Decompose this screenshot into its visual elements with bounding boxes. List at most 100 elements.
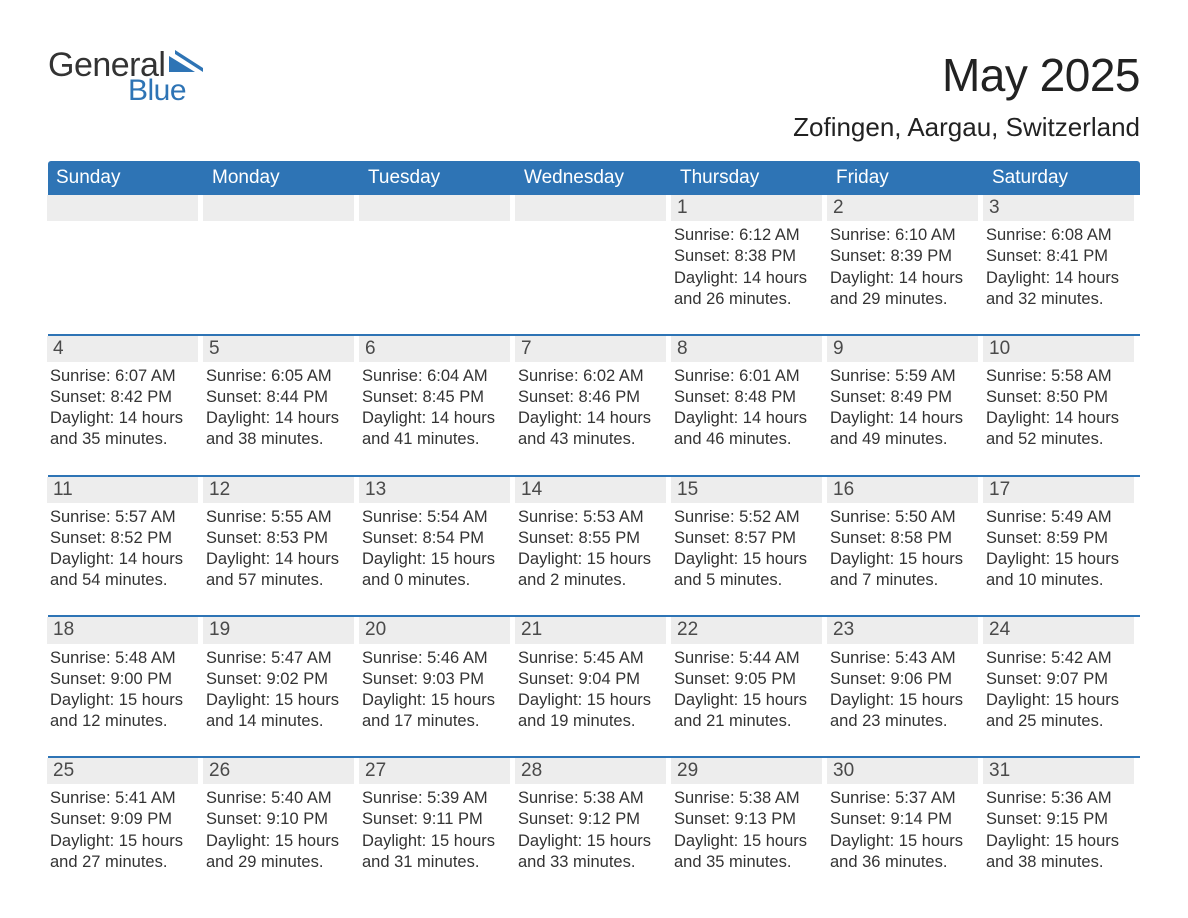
sunset-line: Sunset: 9:03 PM xyxy=(362,669,510,690)
day-number: 7 xyxy=(515,336,666,362)
day-details: Sunrise: 5:43 AMSunset: 9:06 PMDaylight:… xyxy=(828,648,978,732)
daylight-line-2: and 31 minutes. xyxy=(362,852,510,873)
day-cell xyxy=(360,195,516,316)
day-number: 21 xyxy=(515,617,666,643)
day-cell: 22Sunrise: 5:44 AMSunset: 9:05 PMDayligh… xyxy=(672,617,828,738)
sunrise-line: Sunrise: 6:07 AM xyxy=(50,366,198,387)
daylight-line-2: and 35 minutes. xyxy=(50,429,198,450)
daylight-line-1: Daylight: 15 hours xyxy=(50,831,198,852)
daylight-line-2: and 29 minutes. xyxy=(206,852,354,873)
daylight-line-1: Daylight: 14 hours xyxy=(674,408,822,429)
sunrise-line: Sunrise: 5:48 AM xyxy=(50,648,198,669)
day-cell: 2Sunrise: 6:10 AMSunset: 8:39 PMDaylight… xyxy=(828,195,984,316)
daylight-line-2: and 46 minutes. xyxy=(674,429,822,450)
day-cell: 19Sunrise: 5:47 AMSunset: 9:02 PMDayligh… xyxy=(204,617,360,738)
day-cell: 14Sunrise: 5:53 AMSunset: 8:55 PMDayligh… xyxy=(516,477,672,598)
day-cell: 8Sunrise: 6:01 AMSunset: 8:48 PMDaylight… xyxy=(672,336,828,457)
daylight-line-1: Daylight: 14 hours xyxy=(206,408,354,429)
daylight-line-2: and 38 minutes. xyxy=(986,852,1134,873)
day-number: 30 xyxy=(827,758,978,784)
sunset-line: Sunset: 9:07 PM xyxy=(986,669,1134,690)
sunset-line: Sunset: 8:44 PM xyxy=(206,387,354,408)
daylight-line-2: and 49 minutes. xyxy=(830,429,978,450)
day-details: Sunrise: 5:52 AMSunset: 8:57 PMDaylight:… xyxy=(672,507,822,591)
daylight-line-2: and 57 minutes. xyxy=(206,570,354,591)
day-number: 18 xyxy=(47,617,198,643)
daylight-line-2: and 27 minutes. xyxy=(50,852,198,873)
day-cell: 3Sunrise: 6:08 AMSunset: 8:41 PMDaylight… xyxy=(984,195,1140,316)
daylight-line-1: Daylight: 14 hours xyxy=(206,549,354,570)
day-cell: 31Sunrise: 5:36 AMSunset: 9:15 PMDayligh… xyxy=(984,758,1140,879)
day-cell: 28Sunrise: 5:38 AMSunset: 9:12 PMDayligh… xyxy=(516,758,672,879)
day-cell: 11 Sunrise: 5:57 AMSunset: 8:52 PMDayligh… xyxy=(48,477,204,598)
day-number: 27 xyxy=(359,758,510,784)
sunset-line: Sunset: 8:57 PM xyxy=(674,528,822,549)
daylight-line-1: Daylight: 15 hours xyxy=(206,690,354,711)
day-details: Sunrise: 5:39 AMSunset: 9:11 PMDaylight:… xyxy=(360,788,510,872)
day-details: Sunrise: 5:49 AMSunset: 8:59 PMDaylight:… xyxy=(984,507,1134,591)
sunrise-line: Sunrise: 5:58 AM xyxy=(986,366,1134,387)
sunset-line: Sunset: 8:46 PM xyxy=(518,387,666,408)
day-details: Sunrise: 5:44 AMSunset: 9:05 PMDaylight:… xyxy=(672,648,822,732)
daylight-line-1: Daylight: 15 hours xyxy=(830,690,978,711)
day-number: 11 xyxy=(47,477,198,503)
daylight-line-1: Daylight: 14 hours xyxy=(830,268,978,289)
day-details: Sunrise: 5:57 AMSunset: 8:52 PMDaylight:… xyxy=(48,507,198,591)
day-details: Sunrise: 5:59 AMSunset: 8:49 PMDaylight:… xyxy=(828,366,978,450)
daylight-line-1: Daylight: 15 hours xyxy=(830,831,978,852)
weekday-header: Wednesday xyxy=(516,161,672,195)
daylight-line-2: and 38 minutes. xyxy=(206,429,354,450)
day-cell xyxy=(516,195,672,316)
day-number: 28 xyxy=(515,758,666,784)
location-label: Zofingen, Aargau, Switzerland xyxy=(793,112,1140,143)
day-number: 5 xyxy=(203,336,354,362)
day-details: Sunrise: 5:37 AMSunset: 9:14 PMDaylight:… xyxy=(828,788,978,872)
daylight-line-1: Daylight: 14 hours xyxy=(362,408,510,429)
day-cell: 17Sunrise: 5:49 AMSunset: 8:59 PMDayligh… xyxy=(984,477,1140,598)
day-cell: 15 Sunrise: 5:52 AMSunset: 8:57 PMDayligh… xyxy=(672,477,828,598)
day-cell: 12Sunrise: 5:55 AMSunset: 8:53 PMDayligh… xyxy=(204,477,360,598)
day-cell: 29Sunrise: 5:38 AMSunset: 9:13 PMDayligh… xyxy=(672,758,828,879)
daylight-line-1: Daylight: 14 hours xyxy=(518,408,666,429)
weekday-header: Tuesday xyxy=(360,161,516,195)
day-number: 6 xyxy=(359,336,510,362)
daylight-line-2: and 19 minutes. xyxy=(518,711,666,732)
sunset-line: Sunset: 8:50 PM xyxy=(986,387,1134,408)
daylight-line-2: and 21 minutes. xyxy=(674,711,822,732)
daylight-line-2: and 43 minutes. xyxy=(518,429,666,450)
day-number: 15 xyxy=(671,477,822,503)
day-cell: 13Sunrise: 5:54 AMSunset: 8:54 PMDayligh… xyxy=(360,477,516,598)
sunrise-line: Sunrise: 6:10 AM xyxy=(830,225,978,246)
daylight-line-1: Daylight: 15 hours xyxy=(362,549,510,570)
day-number: 20 xyxy=(359,617,510,643)
sunset-line: Sunset: 9:09 PM xyxy=(50,809,198,830)
sunset-line: Sunset: 9:10 PM xyxy=(206,809,354,830)
day-number xyxy=(515,195,666,221)
day-number: 4 xyxy=(47,336,198,362)
day-details: Sunrise: 6:12 AMSunset: 8:38 PMDaylight:… xyxy=(672,225,822,309)
day-number xyxy=(203,195,354,221)
day-number: 26 xyxy=(203,758,354,784)
day-number: 23 xyxy=(827,617,978,643)
daylight-line-2: and 29 minutes. xyxy=(830,289,978,310)
sunrise-line: Sunrise: 5:46 AM xyxy=(362,648,510,669)
day-number xyxy=(47,195,198,221)
sunset-line: Sunset: 9:05 PM xyxy=(674,669,822,690)
day-cell: 10Sunrise: 5:58 AMSunset: 8:50 PMDayligh… xyxy=(984,336,1140,457)
day-details: Sunrise: 5:42 AMSunset: 9:07 PMDaylight:… xyxy=(984,648,1134,732)
day-details: Sunrise: 6:02 AMSunset: 8:46 PMDaylight:… xyxy=(516,366,666,450)
daylight-line-2: and 25 minutes. xyxy=(986,711,1134,732)
sunrise-line: Sunrise: 5:36 AM xyxy=(986,788,1134,809)
sunrise-line: Sunrise: 5:47 AM xyxy=(206,648,354,669)
sunrise-line: Sunrise: 5:53 AM xyxy=(518,507,666,528)
sunset-line: Sunset: 9:14 PM xyxy=(830,809,978,830)
sunset-line: Sunset: 8:41 PM xyxy=(986,246,1134,267)
daylight-line-1: Daylight: 15 hours xyxy=(986,690,1134,711)
sunrise-line: Sunrise: 5:44 AM xyxy=(674,648,822,669)
day-number: 10 xyxy=(983,336,1134,362)
daylight-line-1: Daylight: 14 hours xyxy=(830,408,978,429)
sunrise-line: Sunrise: 5:54 AM xyxy=(362,507,510,528)
daylight-line-1: Daylight: 15 hours xyxy=(206,831,354,852)
weekday-header: Thursday xyxy=(672,161,828,195)
sunrise-line: Sunrise: 5:42 AM xyxy=(986,648,1134,669)
